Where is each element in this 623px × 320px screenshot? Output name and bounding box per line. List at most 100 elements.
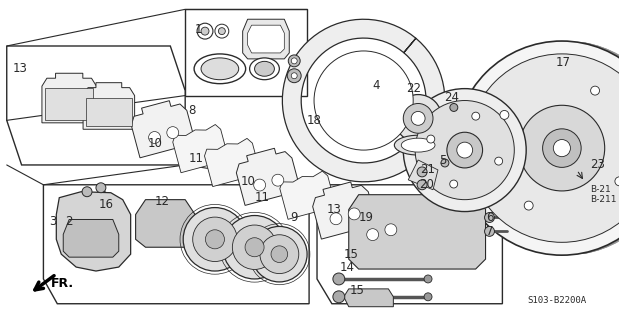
Circle shape [403, 103, 433, 133]
Polygon shape [282, 19, 445, 182]
Circle shape [232, 225, 277, 269]
Circle shape [206, 230, 224, 249]
Ellipse shape [401, 138, 435, 152]
Text: 15: 15 [350, 284, 364, 297]
Text: B-21
B-211: B-21 B-211 [589, 185, 616, 204]
Text: 18: 18 [307, 114, 321, 127]
Circle shape [500, 110, 509, 119]
Text: 23: 23 [590, 158, 605, 172]
Circle shape [223, 215, 287, 279]
Polygon shape [247, 25, 284, 53]
Circle shape [291, 58, 297, 64]
Circle shape [495, 157, 503, 165]
Text: 17: 17 [555, 56, 571, 69]
Circle shape [394, 95, 442, 142]
Text: 12: 12 [155, 195, 170, 208]
Polygon shape [185, 9, 307, 96]
Text: 11: 11 [255, 191, 270, 204]
Circle shape [519, 105, 605, 191]
Polygon shape [350, 198, 414, 255]
Circle shape [485, 212, 495, 222]
Circle shape [403, 89, 526, 212]
Circle shape [485, 227, 495, 236]
Circle shape [385, 224, 397, 236]
Circle shape [424, 293, 432, 301]
Text: 9: 9 [290, 211, 298, 224]
Circle shape [291, 73, 297, 79]
Text: 13: 13 [326, 203, 341, 216]
Text: 5: 5 [439, 154, 447, 166]
Circle shape [201, 27, 209, 35]
Text: 4: 4 [373, 79, 380, 92]
Circle shape [193, 217, 237, 261]
Polygon shape [243, 19, 289, 59]
Circle shape [424, 275, 432, 283]
Circle shape [314, 51, 413, 150]
Circle shape [272, 174, 284, 186]
Circle shape [348, 208, 360, 220]
Text: FR.: FR. [51, 277, 75, 291]
Circle shape [333, 291, 345, 303]
Circle shape [183, 208, 247, 271]
Polygon shape [408, 160, 438, 190]
Circle shape [417, 167, 427, 177]
Text: 10: 10 [148, 137, 163, 150]
Circle shape [330, 213, 342, 225]
Circle shape [543, 129, 581, 167]
Text: 19: 19 [359, 211, 374, 224]
Polygon shape [7, 46, 185, 165]
Text: 16: 16 [98, 198, 113, 211]
Polygon shape [83, 83, 135, 129]
Circle shape [615, 177, 623, 186]
Circle shape [219, 28, 226, 35]
Text: 6: 6 [486, 211, 493, 224]
Polygon shape [42, 73, 97, 123]
Polygon shape [344, 289, 393, 307]
Polygon shape [317, 185, 502, 304]
Polygon shape [204, 139, 260, 187]
Circle shape [450, 103, 458, 111]
Circle shape [524, 201, 533, 210]
Circle shape [450, 180, 458, 188]
Text: 24: 24 [444, 91, 459, 104]
Circle shape [472, 112, 480, 120]
Circle shape [427, 135, 435, 143]
Polygon shape [131, 101, 196, 158]
Polygon shape [236, 148, 301, 205]
Circle shape [260, 235, 299, 274]
Ellipse shape [194, 54, 245, 84]
Text: 11: 11 [189, 151, 204, 164]
Text: 21: 21 [421, 164, 435, 176]
Text: 8: 8 [188, 104, 196, 117]
Polygon shape [280, 171, 336, 219]
Polygon shape [45, 88, 93, 120]
Polygon shape [64, 220, 119, 257]
Polygon shape [44, 185, 309, 304]
Circle shape [215, 24, 229, 38]
Circle shape [254, 179, 265, 191]
Polygon shape [136, 200, 195, 247]
Circle shape [411, 111, 425, 125]
Circle shape [447, 132, 483, 168]
Circle shape [96, 183, 106, 193]
Text: S103-B2200A: S103-B2200A [527, 296, 586, 305]
Circle shape [288, 55, 300, 67]
Circle shape [415, 100, 515, 200]
Circle shape [197, 23, 213, 39]
Circle shape [553, 140, 571, 157]
Polygon shape [313, 182, 377, 239]
Ellipse shape [394, 135, 442, 155]
Polygon shape [86, 98, 131, 126]
Circle shape [455, 41, 623, 255]
Text: 10: 10 [240, 175, 255, 188]
Text: 1: 1 [194, 23, 202, 36]
Ellipse shape [255, 61, 274, 76]
Text: 14: 14 [340, 260, 354, 274]
Circle shape [287, 69, 301, 83]
Circle shape [333, 273, 345, 285]
Circle shape [457, 142, 473, 158]
Circle shape [417, 180, 427, 190]
Circle shape [591, 86, 599, 95]
Text: 3: 3 [50, 215, 57, 228]
Circle shape [149, 132, 161, 143]
